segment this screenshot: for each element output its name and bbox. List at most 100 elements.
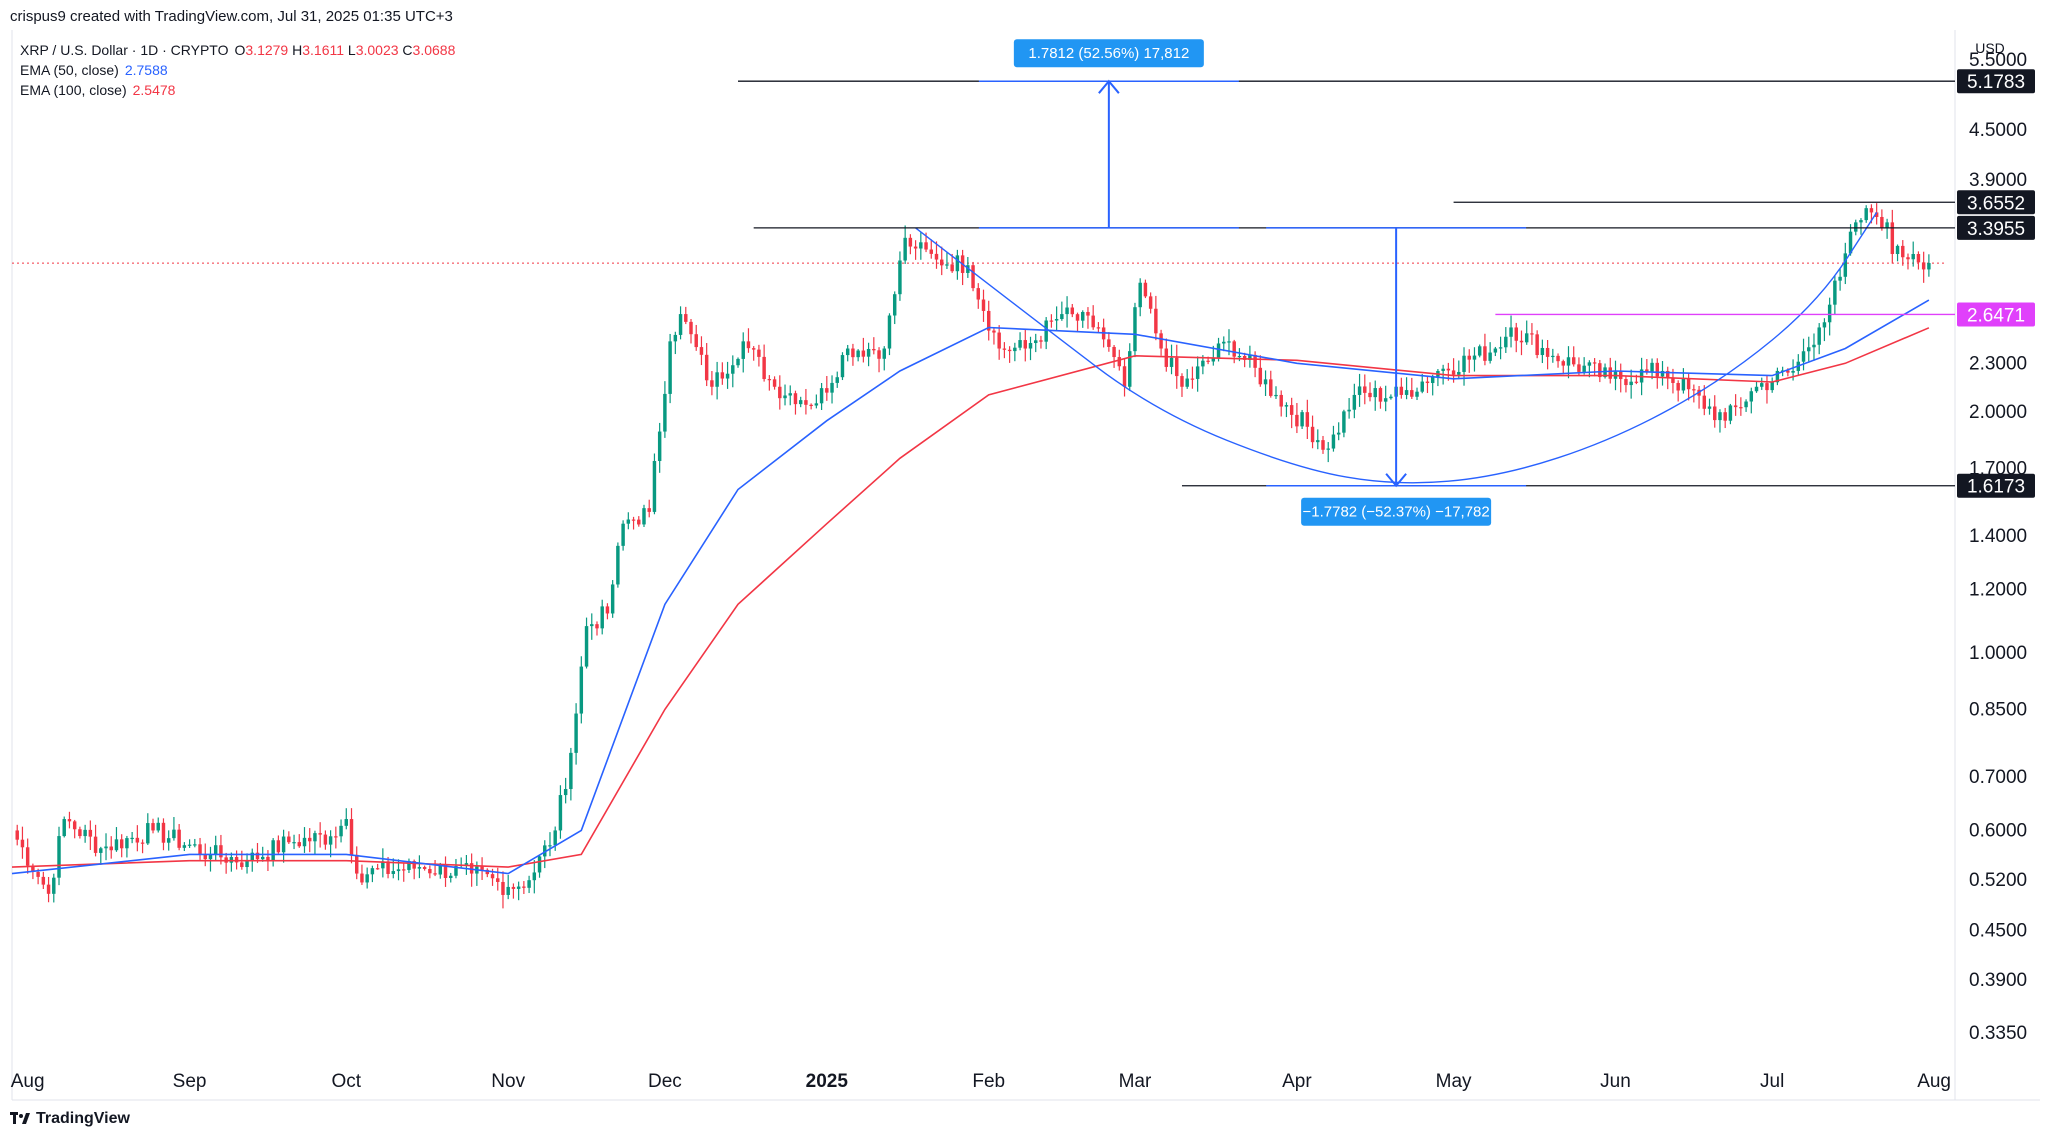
x-axis: Aug Sep Oct Nov Dec 2025 Feb Mar Apr May Jun Jul Aug [11, 1071, 1951, 1092]
candle [1530, 323, 1534, 345]
candle-body [375, 868, 380, 870]
candle-body [1812, 344, 1816, 348]
candle [1890, 209, 1895, 264]
x-tick-label: Aug [11, 1071, 45, 1092]
candle [1169, 344, 1174, 375]
candle [1007, 346, 1012, 363]
ema50-row[interactable]: EMA (50, close) 2.7588 [20, 60, 455, 80]
candle [323, 830, 328, 850]
candle [1081, 310, 1085, 328]
candle-body [276, 840, 281, 853]
candle-body [151, 823, 155, 831]
candle-body [506, 886, 510, 895]
candle-body [1420, 381, 1424, 392]
candle [511, 883, 516, 899]
candle-body [913, 246, 918, 249]
candle-body [213, 845, 218, 855]
x-tick-label: Apr [1282, 1071, 1312, 1092]
candle [349, 808, 354, 864]
candle-body [1519, 340, 1524, 343]
candle [255, 843, 260, 864]
candle-body [835, 377, 839, 383]
candle-body [1723, 412, 1727, 421]
candle [1796, 354, 1801, 375]
x-tick-label: Aug [1917, 1071, 1951, 1092]
candle [1582, 357, 1586, 375]
candle-body [198, 844, 202, 855]
candle-body [407, 861, 411, 870]
candle-body [130, 837, 134, 840]
candle-body [208, 854, 213, 860]
candle-body [219, 845, 223, 858]
candle-body [1399, 386, 1404, 395]
candle [1713, 395, 1717, 428]
candle-body [271, 840, 275, 861]
candle [537, 855, 542, 878]
candle-body [1895, 245, 1900, 254]
candle [595, 621, 599, 636]
candle-body [78, 829, 82, 837]
candle [1112, 344, 1116, 368]
candle-body [1686, 378, 1691, 390]
candle-body [1561, 361, 1565, 366]
candle [1660, 361, 1665, 386]
candle [647, 499, 651, 518]
ema50-line [11, 299, 1930, 875]
candle [365, 867, 369, 889]
price-level-label: 3.6552 [1967, 193, 2025, 214]
candle-body [292, 842, 296, 844]
candle [919, 231, 923, 260]
candle-body [1363, 386, 1367, 393]
candle [1545, 340, 1550, 370]
candle-body [516, 886, 521, 889]
candle [1697, 386, 1701, 409]
candle-body [553, 830, 557, 846]
candle [1326, 442, 1330, 463]
candle-body [1342, 411, 1346, 433]
candle [1707, 398, 1712, 415]
candle-body [255, 852, 260, 860]
candle [422, 865, 427, 871]
candle [1185, 369, 1189, 389]
candle [642, 504, 646, 528]
high-value: 3.1611 [302, 42, 345, 58]
candle-body [1707, 406, 1712, 409]
candle-body [1660, 370, 1665, 377]
candle-body [887, 315, 892, 349]
candle-body [31, 865, 35, 872]
candle [83, 824, 87, 843]
candle-body [819, 388, 824, 404]
ema100-row[interactable]: EMA (100, close) 2.5478 [20, 80, 455, 100]
candle-body [454, 866, 458, 876]
candle [986, 300, 991, 341]
candle [1618, 363, 1623, 393]
candle [527, 875, 531, 894]
candle [1222, 336, 1226, 352]
candle [313, 830, 317, 855]
candle-body [616, 545, 620, 585]
candle [1269, 370, 1273, 398]
candle-body [845, 348, 850, 356]
tradingview-logo: TradingView [10, 1110, 130, 1128]
tradingview-logo-icon [10, 1112, 30, 1126]
candle [1906, 253, 1910, 270]
candle [976, 283, 981, 309]
candle-body [1676, 382, 1680, 391]
candle [1128, 343, 1132, 392]
candle-body [793, 393, 798, 405]
candle-body [412, 861, 416, 869]
candle [1880, 209, 1884, 231]
candle [1002, 342, 1007, 359]
candle-body [600, 606, 604, 629]
candle-body [1269, 379, 1273, 396]
candle [1911, 241, 1915, 267]
ema50-label: EMA (50, close) [20, 62, 119, 78]
candle-body [135, 837, 140, 843]
currency-selector[interactable]: USD [1975, 40, 2005, 56]
candle [574, 703, 578, 765]
candle-body [1368, 392, 1372, 398]
candle [1749, 387, 1754, 414]
candle-body [1765, 383, 1769, 391]
candle-body [1467, 355, 1471, 360]
